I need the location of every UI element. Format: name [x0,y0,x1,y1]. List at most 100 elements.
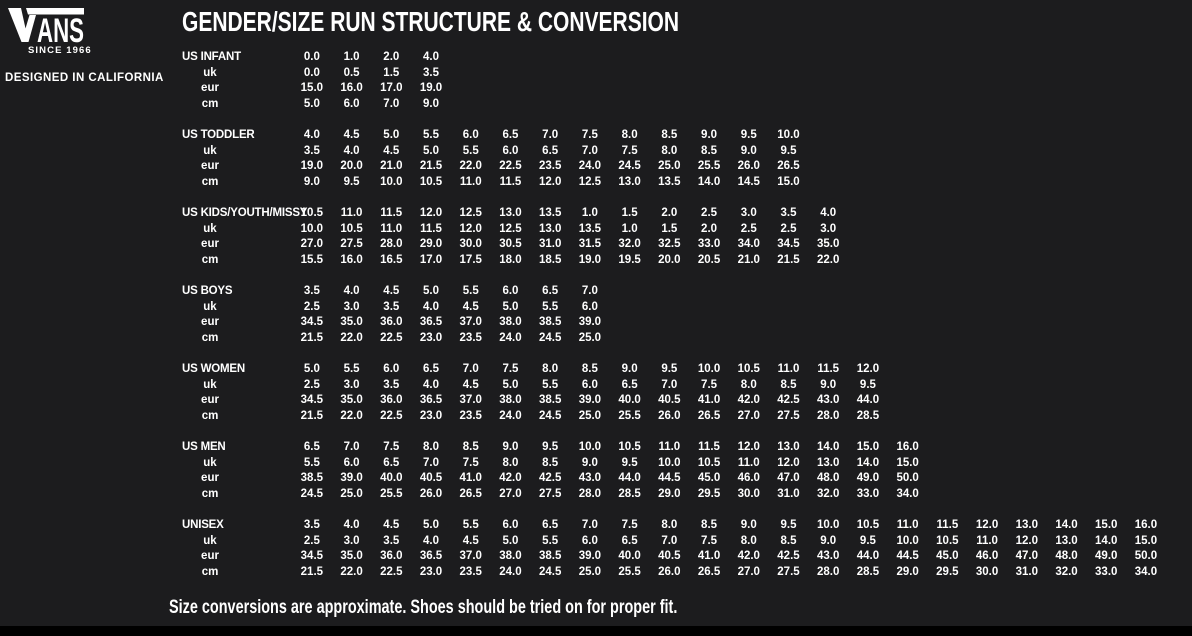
size-value: 25.0 [340,487,363,500]
conversion-row: uk 0.0 0.5 1.5 3.5 [170,66,1192,82]
size-value: 27.0 [737,409,760,422]
size-value: 16.0 [1134,519,1158,531]
size-value: 28.0 [380,238,403,250]
size-value: 3.0 [820,222,837,235]
size-value: 14.0 [817,441,840,453]
row-label: eur [201,472,219,484]
size-value: 5.5 [303,456,320,469]
conversion-row: eur 15.0 16.0 17.0 19.0 [170,81,1192,97]
size-value: 11.0 [380,222,403,235]
size-value: 40.5 [658,550,681,562]
size-value: 6.5 [542,285,559,297]
size-value: 43.0 [817,394,840,406]
size-value: 41.0 [459,472,482,484]
size-value: 12.5 [578,175,602,188]
size-value: 14.0 [1095,534,1118,547]
conversion-row: cm 5.0 6.0 7.0 9.0 [170,97,1192,113]
size-value: 8.0 [621,129,638,141]
size-value: 6.0 [383,363,400,375]
size-value: 9.5 [780,144,797,157]
size-value: 19.5 [618,253,641,266]
size-value: 15.0 [1134,534,1158,547]
size-value: 1.0 [621,222,638,235]
size-value: 8.5 [542,456,559,469]
size-value: 15.0 [1095,519,1118,531]
size-value: 34.0 [1134,565,1158,578]
size-value: 19.0 [419,82,443,94]
size-value: 10.5 [856,519,880,531]
size-value: 5.0 [502,300,519,313]
size-value: 24.5 [538,331,562,344]
size-value: 11.0 [777,363,800,375]
size-value: 29.0 [896,565,919,578]
size-value: 2.5 [740,222,757,235]
size-value: 5.5 [462,144,479,157]
size-value: 42.5 [777,550,800,562]
size-value: 10.5 [936,534,959,547]
size-value: 13.5 [658,175,681,188]
size-value: 25.0 [578,565,602,578]
size-value: 23.0 [419,409,443,422]
size-value: 7.0 [383,97,400,110]
size-value: 4.0 [423,534,440,547]
size-value: 26.5 [697,409,721,422]
size-value: 2.5 [701,207,718,219]
size-value: 39.0 [578,550,602,562]
size-value: 2.5 [303,378,320,391]
size-value: 25.5 [697,160,721,172]
size-value: 16.0 [340,82,363,94]
size-value: 7.5 [462,456,479,469]
size-value: 4.0 [820,207,837,219]
size-value: 4.0 [423,300,440,313]
size-value: 21.5 [300,331,324,344]
conversion-row: uk 10.0 10.5 11.0 11.5 12.0 12.5 13.0 13.5 1.0 1.5… [170,222,1192,238]
size-value: 32.5 [658,238,681,250]
size-value: 14.5 [737,175,760,188]
size-value: 36.0 [380,550,403,562]
size-value: 8.0 [542,363,559,375]
size-value: 10.0 [697,363,721,375]
size-value: 6.0 [581,378,598,391]
size-value: 38.5 [538,394,562,406]
size-value: 41.0 [697,394,721,406]
size-value: 5.5 [462,519,479,531]
size-value: 7.0 [423,456,440,469]
size-value: 10.0 [777,129,800,141]
size-value: 5.5 [462,285,479,297]
conversion-row: eur 34.5 35.0 36.0 36.5 37.0 38.0 38.5 39.0 40.0 4… [170,393,1192,409]
size-value: 36.5 [419,394,443,406]
size-value: 5.5 [343,363,360,375]
size-value: 4.0 [423,378,440,391]
size-value: 48.0 [817,472,840,484]
size-value: 11.5 [698,441,720,453]
row-label: cm [201,409,219,422]
section-title: US WOMEN [182,363,245,375]
size-section: US WOMEN 5.0 5.5 6.0 6.5 7.0 7.5 8.0 8.5 9.0 9.5 10… [170,362,1192,424]
size-value: 36.5 [419,550,443,562]
size-section: US INFANT 0.0 1.0 2.0 4.0 uk 0.0 0.5 1.5 3.5 eur 15… [170,50,1192,112]
size-value: 2.5 [780,222,797,235]
size-value: 8.0 [423,441,440,453]
size-value: 15.0 [856,441,880,453]
size-value: 8.5 [701,519,718,531]
size-value: 32.0 [817,487,840,500]
size-value: 27.0 [300,238,324,250]
size-value: 19.0 [578,253,602,266]
size-value: 9.5 [859,534,876,547]
size-value: 7.5 [502,363,519,375]
size-value: 38.0 [499,550,522,562]
size-value: 4.0 [343,144,360,157]
size-value: 9.0 [303,175,320,188]
size-value: 6.0 [581,300,598,313]
size-value: 34.0 [737,238,760,250]
size-value: 29.0 [658,487,681,500]
size-value: 28.5 [856,565,880,578]
size-value: 24.5 [538,565,562,578]
size-value: 10.0 [896,534,919,547]
size-value: 22.0 [340,565,363,578]
size-value: 27.5 [777,409,800,422]
size-value: 25.0 [578,331,602,344]
size-value: 1.0 [343,51,360,63]
size-value: 42.5 [777,394,800,406]
section-title: US TODDLER [182,129,255,141]
